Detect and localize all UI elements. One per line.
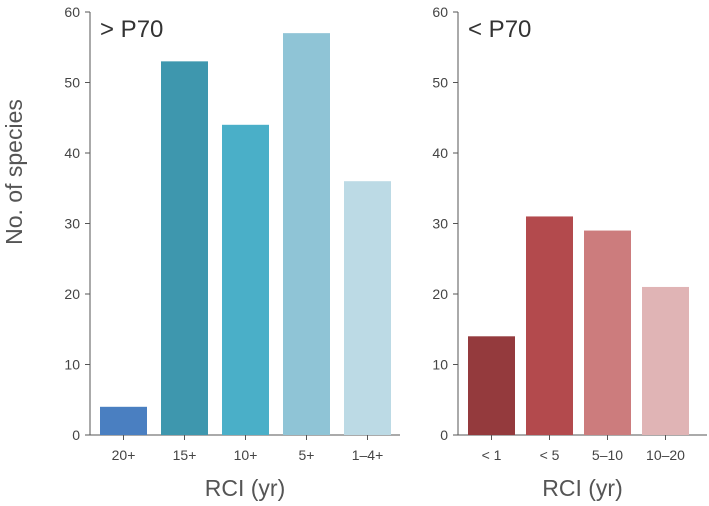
bar xyxy=(100,406,147,435)
panel-title: > P70 xyxy=(100,16,163,43)
bar xyxy=(584,230,631,435)
bar xyxy=(161,61,208,435)
y-tick-label: 60 xyxy=(64,4,80,20)
bar xyxy=(526,216,573,435)
bars xyxy=(468,216,689,435)
y-ticks: 0 10 20 30 40 50 60 xyxy=(432,4,458,443)
y-axis-title: No. of species xyxy=(1,99,27,245)
panel-above-p70: 0 10 20 30 40 50 60 20+ 15+ 10+ 5+ 1–4+ > P70 RCI … xyxy=(64,4,400,501)
x-tick-label: 10+ xyxy=(234,447,258,463)
y-tick-label: 40 xyxy=(64,145,80,161)
y-tick-label: 60 xyxy=(432,4,448,20)
x-ticks: < 1 < 5 5–10 10–20 xyxy=(482,435,685,463)
y-tick-label: 30 xyxy=(432,216,448,232)
y-tick-label: 0 xyxy=(440,427,448,443)
x-ticks: 20+ 15+ 10+ 5+ 1–4+ xyxy=(112,435,384,463)
y-tick-label: 40 xyxy=(432,145,448,161)
x-tick-label: 5–10 xyxy=(592,447,623,463)
x-tick-label: 10–20 xyxy=(646,447,685,463)
y-tick-label: 0 xyxy=(72,427,80,443)
bar xyxy=(642,286,689,435)
y-tick-label: 10 xyxy=(432,357,448,373)
x-tick-label: 1–4+ xyxy=(352,447,384,463)
panel-below-p70: 0 10 20 30 40 50 60 < 1 < 5 5–10 10–20 < P70 RCI … xyxy=(432,4,707,501)
y-tick-label: 20 xyxy=(432,286,448,302)
bar xyxy=(222,124,269,436)
y-tick-label: 30 xyxy=(64,216,80,232)
x-tick-label: 15+ xyxy=(173,447,197,463)
x-axis-title: RCI (yr) xyxy=(205,475,285,501)
y-tick-label: 10 xyxy=(64,357,80,373)
panel-title: < P70 xyxy=(468,16,531,43)
x-tick-label: 20+ xyxy=(112,447,136,463)
y-tick-label: 50 xyxy=(64,75,80,91)
x-tick-label: < 5 xyxy=(540,447,560,463)
x-axis-title: RCI (yr) xyxy=(542,475,622,501)
x-tick-label: < 1 xyxy=(482,447,502,463)
bar xyxy=(344,181,391,435)
bar xyxy=(283,33,330,436)
y-tick-label: 20 xyxy=(64,286,80,302)
x-tick-label: 5+ xyxy=(299,447,315,463)
y-ticks: 0 10 20 30 40 50 60 xyxy=(64,4,90,443)
bars xyxy=(100,33,391,436)
bar xyxy=(468,336,515,435)
y-tick-label: 50 xyxy=(432,75,448,91)
